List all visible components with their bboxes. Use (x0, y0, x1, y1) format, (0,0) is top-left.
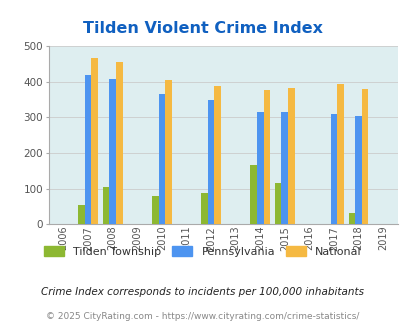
Bar (91, 58, 98, 224)
Bar (207, 100, 214, 224)
Bar (263, 90, 269, 224)
Text: Crime Index corresponds to incidents per 100,000 inhabitants: Crime Index corresponds to incidents per… (41, 287, 364, 297)
Bar (281, 113, 288, 224)
Bar (214, 86, 220, 224)
Bar (330, 114, 337, 224)
Bar (200, 193, 207, 224)
Bar (354, 116, 361, 224)
Bar (85, 76, 91, 224)
Bar (288, 88, 294, 224)
Text: © 2025 CityRating.com - https://www.cityrating.com/crime-statistics/: © 2025 CityRating.com - https://www.city… (46, 312, 359, 321)
Bar (158, 94, 165, 224)
Legend: Tilden Township, Pennsylvania, National: Tilden Township, Pennsylvania, National (40, 242, 365, 261)
Bar (78, 205, 85, 224)
Bar (109, 79, 116, 224)
Bar (151, 196, 158, 224)
Text: Tilden Violent Crime Index: Tilden Violent Crime Index (83, 21, 322, 36)
Bar (361, 89, 368, 224)
Bar (102, 187, 109, 224)
Bar (337, 84, 343, 224)
Bar (165, 80, 171, 224)
Bar (249, 165, 256, 224)
Bar (116, 62, 122, 224)
Bar (274, 183, 281, 224)
Bar (256, 113, 263, 224)
Bar (348, 213, 354, 224)
